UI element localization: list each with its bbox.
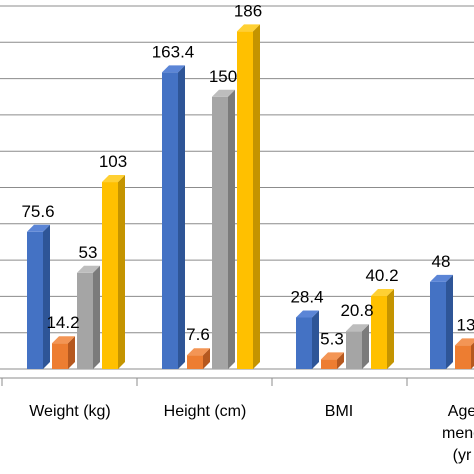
data-label: 13	[457, 315, 474, 334]
bar	[27, 224, 50, 369]
bar-side	[118, 175, 125, 369]
bar-side	[337, 352, 344, 369]
bar-top	[77, 265, 100, 273]
data-label: 20.8	[340, 301, 373, 320]
bar-front	[27, 231, 43, 369]
data-label: 5.3	[320, 329, 344, 348]
bar-side	[253, 24, 260, 369]
bar-top	[371, 289, 394, 297]
category-label: (yr	[453, 447, 472, 464]
bar-side	[228, 89, 235, 369]
bar-top	[455, 338, 474, 346]
data-label: 40.2	[365, 266, 398, 285]
bar-front	[162, 72, 178, 369]
bar	[102, 175, 125, 369]
bar-top	[346, 324, 369, 332]
category-label: Age	[448, 403, 474, 420]
data-label: 103	[99, 152, 127, 171]
bar-top	[102, 175, 125, 183]
bar	[77, 265, 100, 369]
bar-side	[203, 348, 210, 369]
bar-front	[346, 331, 362, 369]
bar-top	[296, 310, 319, 318]
bar-side	[43, 224, 50, 369]
bar-top	[162, 65, 185, 73]
bar-top	[237, 24, 260, 32]
bar-front	[296, 317, 312, 369]
bar	[162, 65, 185, 369]
data-label: 186	[234, 1, 262, 20]
data-labels: 75.6 163.4 28.4 48 14.2 7.6 5.3 13 53 150 20.8 103 1…	[21, 1, 474, 348]
bar-front	[52, 343, 68, 369]
data-label: 14.2	[46, 313, 79, 332]
bar-top	[187, 348, 210, 356]
bar-front	[455, 345, 471, 369]
bar-top	[27, 224, 50, 232]
bar	[346, 324, 369, 369]
bar-front	[102, 182, 118, 369]
bar-front	[212, 96, 228, 369]
bar-front	[371, 296, 387, 369]
bar	[296, 310, 319, 369]
bar-front	[77, 272, 93, 369]
data-label: 7.6	[186, 325, 210, 344]
bar-front	[187, 355, 203, 369]
category-label: BMI	[325, 403, 353, 420]
bar-top	[430, 274, 453, 282]
bar	[455, 338, 474, 369]
category-label: Weight (kg)	[29, 403, 111, 420]
data-label: 150	[209, 67, 237, 86]
bar	[371, 289, 394, 369]
data-label: 28.4	[290, 287, 323, 306]
bar	[212, 89, 235, 369]
bar-top	[321, 352, 344, 360]
data-label: 163.4	[152, 42, 195, 61]
bar-front	[237, 31, 253, 369]
bar-side	[178, 65, 185, 369]
bar	[187, 348, 210, 369]
category-label: Height (cm)	[164, 403, 247, 420]
data-label: 53	[79, 243, 98, 262]
bar-side	[471, 342, 474, 369]
bars	[27, 24, 474, 369]
data-label: 75.6	[21, 202, 54, 221]
bar-top	[212, 89, 235, 97]
category-labels: Weight (kg) Height (cm) BMI Age meno (yr	[29, 403, 474, 464]
bar-top	[52, 336, 75, 344]
bar-side	[68, 336, 75, 369]
bar-side	[312, 310, 319, 369]
bar-side	[93, 265, 100, 369]
category-label: meno	[442, 425, 474, 442]
bar	[430, 274, 453, 369]
bar-side	[387, 289, 394, 369]
bar	[52, 336, 75, 369]
bar-front	[430, 281, 446, 369]
bar	[321, 352, 344, 369]
bar-front	[321, 359, 337, 369]
bar	[237, 24, 260, 369]
data-label: 48	[432, 252, 451, 271]
bar-side	[362, 324, 369, 369]
bar-side	[446, 274, 453, 369]
